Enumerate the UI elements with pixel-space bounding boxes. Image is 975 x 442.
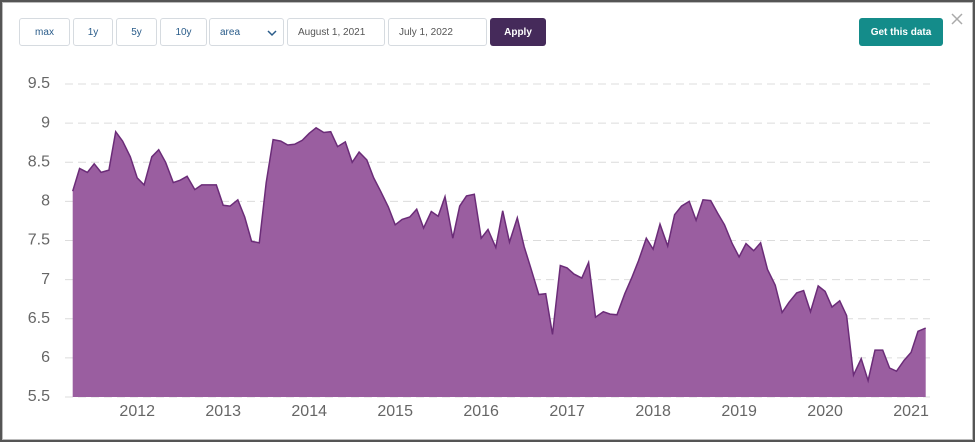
line — [71, 126, 926, 384]
x-tick-label: 2019 — [721, 403, 757, 420]
y-tick-label: 7 — [41, 271, 50, 288]
select-arrow — [267, 30, 277, 37]
x-tick-label: 2012 — [119, 403, 155, 420]
x-tick-label: 2015 — [377, 403, 413, 420]
apply-button[interactable]: Apply — [490, 18, 546, 46]
y-tick-label: 6 — [41, 349, 50, 366]
range-button[interactable]: max — [19, 18, 70, 46]
y-tick-label: 7.5 — [28, 232, 50, 249]
close-button[interactable] — [951, 13, 963, 25]
x-tick-label: 2014 — [291, 403, 327, 420]
x-tick-label: 2013 — [205, 403, 241, 420]
chart-style-select[interactable]: area — [209, 18, 284, 46]
x-tick-label: 2021 — [893, 403, 929, 420]
select-value: area — [220, 26, 241, 38]
y-tick-label: 8.5 — [28, 153, 50, 170]
start-date-input[interactable]: August 1, 2021 — [287, 18, 385, 46]
area — [72, 127, 926, 398]
range-button[interactable]: 1y — [73, 18, 113, 46]
range-button[interactable]: 10y — [160, 18, 207, 46]
x-tick-label: 2018 — [635, 403, 671, 420]
x-tick-label: 2020 — [807, 403, 843, 420]
y-tick-label: 9.5 — [28, 75, 50, 92]
y-tick-label: 8 — [41, 193, 50, 210]
y-tick-label: 9 — [41, 114, 50, 131]
end-date-input[interactable]: July 1, 2022 — [388, 18, 487, 46]
x-tick-label: 2016 — [463, 403, 499, 420]
get-data-button[interactable]: Get this data — [859, 18, 943, 46]
x-tick-label: 2017 — [549, 403, 585, 420]
y-tick-label: 5.5 — [28, 388, 50, 405]
range-button[interactable]: 5y — [116, 18, 157, 46]
y-tick-label: 6.5 — [28, 310, 50, 327]
